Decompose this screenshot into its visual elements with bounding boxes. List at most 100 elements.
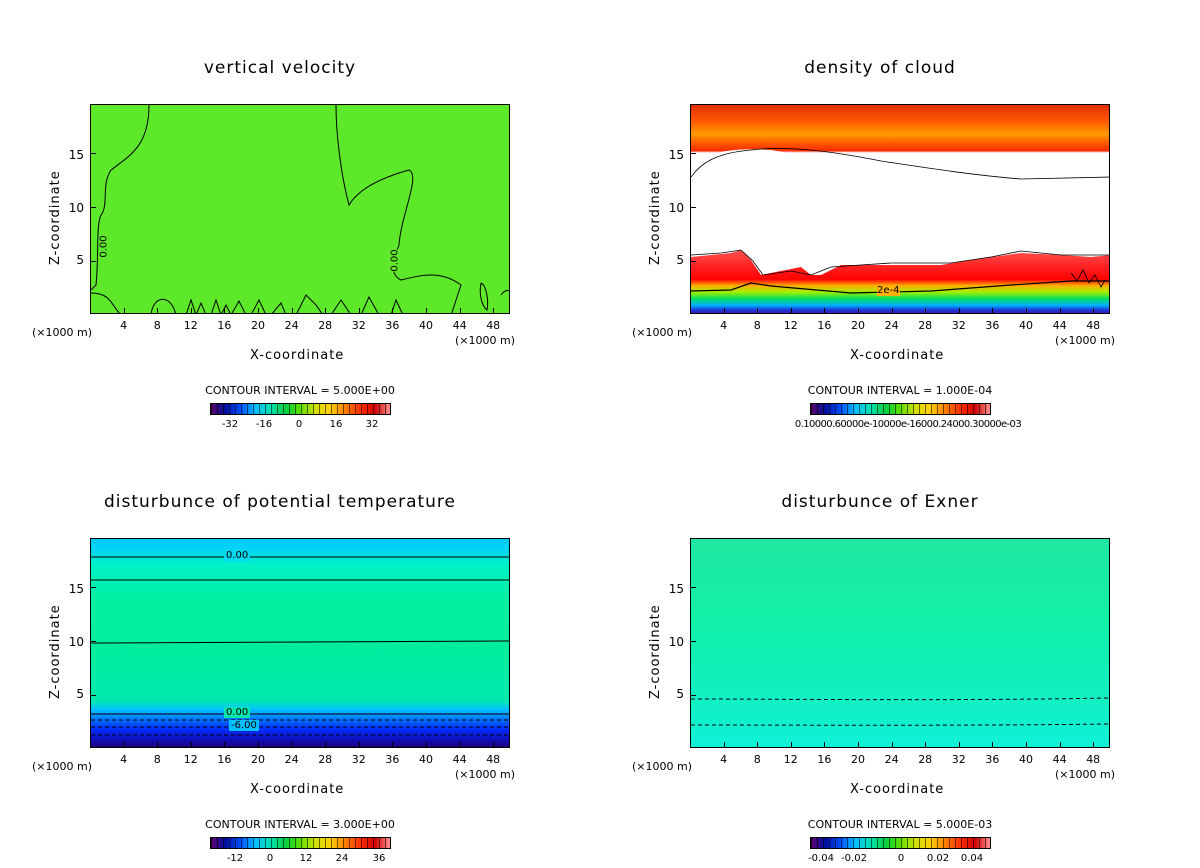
contour-line	[500, 290, 509, 296]
chart-title: vertical velocity	[203, 58, 357, 78]
y-axis-label: Z-coordinate	[48, 604, 63, 699]
chart-title: disturbunce of Exner	[781, 492, 979, 512]
x-tick: 40	[419, 319, 433, 332]
y-tick: 10	[68, 201, 84, 215]
x-unit-left: (×1000 m)	[32, 326, 93, 339]
x-tick: 32	[351, 319, 366, 332]
x-tick: 16	[817, 753, 832, 766]
x-tick-mark	[1059, 742, 1061, 747]
contour-line	[691, 723, 1109, 726]
x-tick: 20	[851, 753, 865, 766]
colorbar-label: -32	[221, 419, 239, 430]
chart-title: density of cloud	[804, 58, 956, 78]
x-tick: 24	[284, 319, 299, 332]
x-tick-mark	[723, 742, 725, 747]
x-tick-mark	[790, 742, 792, 747]
x-tick: 20	[251, 319, 265, 332]
chart-title: disturbunce of potential temperature	[103, 492, 457, 512]
y-tick: 10	[668, 201, 684, 215]
x-tick: 44	[452, 753, 467, 766]
x-tick-mark	[426, 742, 427, 747]
x-tick-mark	[224, 308, 226, 313]
contour-line	[691, 697, 1109, 701]
colorbar-label: -0.04	[808, 853, 834, 864]
x-tick-mark	[459, 742, 461, 747]
x-tick-mark	[891, 742, 893, 747]
y-tick-mark	[691, 587, 696, 589]
y-tick-mark	[91, 261, 96, 263]
y-tick: 15	[668, 148, 684, 162]
colorbar-label: 16	[329, 419, 343, 430]
contour-interval: CONTOUR INTERVAL = 5.000E+00	[205, 384, 395, 397]
contour-label: 2e-4	[877, 285, 900, 296]
x-tick: 8	[753, 753, 761, 766]
panel-vertical-velocity: vertical velocity 0.00 0.00 Z-coordinate…	[0, 0, 560, 430]
x-tick: 40	[419, 753, 433, 766]
plot-area	[690, 538, 1110, 748]
x-tick-mark	[123, 742, 125, 747]
x-tick: 20	[851, 319, 865, 332]
x-tick-mark	[493, 742, 495, 747]
x-unit-left: (×1000 m)	[632, 326, 693, 339]
x-tick: 36	[385, 753, 400, 766]
colorbar	[810, 403, 991, 415]
x-tick-mark	[925, 742, 927, 747]
y-axis-label: Z-coordinate	[48, 170, 63, 265]
y-tick-mark	[691, 153, 696, 155]
contour-line	[479, 282, 489, 311]
colorbar-label: -0.02	[841, 853, 867, 864]
colorbar-label: 0.02	[926, 853, 950, 864]
y-axis-label: Z-coordinate	[648, 170, 663, 265]
x-tick-mark	[992, 742, 994, 747]
x-tick: 16	[217, 319, 232, 332]
panel-density-of-cloud: density of cloud	[600, 0, 1160, 430]
x-tick: 44	[452, 319, 467, 332]
x-tick-mark	[858, 308, 859, 313]
x-tick-mark	[958, 308, 960, 313]
x-tick-mark	[1093, 742, 1095, 747]
y-tick: 15	[68, 148, 84, 162]
contour-interval: CONTOUR INTERVAL = 3.000E+00	[205, 818, 395, 831]
y-tick-mark	[91, 153, 96, 155]
y-tick: 5	[76, 687, 84, 701]
x-tick-mark	[392, 308, 394, 313]
x-tick: 28	[918, 753, 933, 766]
contour-layer	[691, 697, 1109, 726]
x-tick-mark	[858, 742, 859, 747]
x-unit-right: (×1000 m)	[455, 334, 516, 347]
contour-layer	[691, 148, 1109, 313]
x-tick-mark	[824, 308, 826, 313]
x-tick: 20	[251, 753, 265, 766]
panel-exner: disturbunce of Exner Z-coordinate 5 10 1…	[600, 434, 1160, 864]
contour-interval: CONTOUR INTERVAL = 1.000E-04	[807, 384, 993, 397]
x-tick: 48	[486, 753, 501, 766]
y-tick-mark	[691, 695, 696, 697]
contour-layer	[91, 556, 509, 736]
y-tick: 15	[68, 582, 84, 596]
x-unit-right: (×1000 m)	[455, 768, 516, 781]
x-tick: 48	[486, 319, 501, 332]
y-tick: 5	[76, 253, 84, 267]
x-tick: 12	[183, 753, 198, 766]
colorbar-label: 24	[335, 853, 349, 864]
x-tick-mark	[1093, 308, 1095, 313]
x-tick: 16	[217, 753, 232, 766]
y-tick-mark	[691, 207, 696, 209]
contour-line	[91, 292, 403, 313]
y-tick-mark	[691, 261, 696, 263]
y-tick: 5	[676, 687, 684, 701]
x-tick: 44	[1052, 319, 1067, 332]
x-tick: 32	[951, 753, 966, 766]
x-tick: 12	[783, 753, 798, 766]
x-unit-left: (×1000 m)	[32, 760, 93, 773]
colorbar-label: 0	[897, 853, 905, 864]
y-tick-mark	[91, 587, 96, 589]
x-tick-mark	[258, 308, 259, 313]
x-unit-right: (×1000 m)	[1055, 768, 1116, 781]
x-tick-mark	[493, 308, 495, 313]
contour-line	[691, 249, 1109, 276]
x-tick: 4	[720, 753, 728, 766]
x-tick-mark	[790, 308, 792, 313]
contour-line	[691, 280, 1109, 294]
colorbar-label: 12	[299, 853, 313, 864]
